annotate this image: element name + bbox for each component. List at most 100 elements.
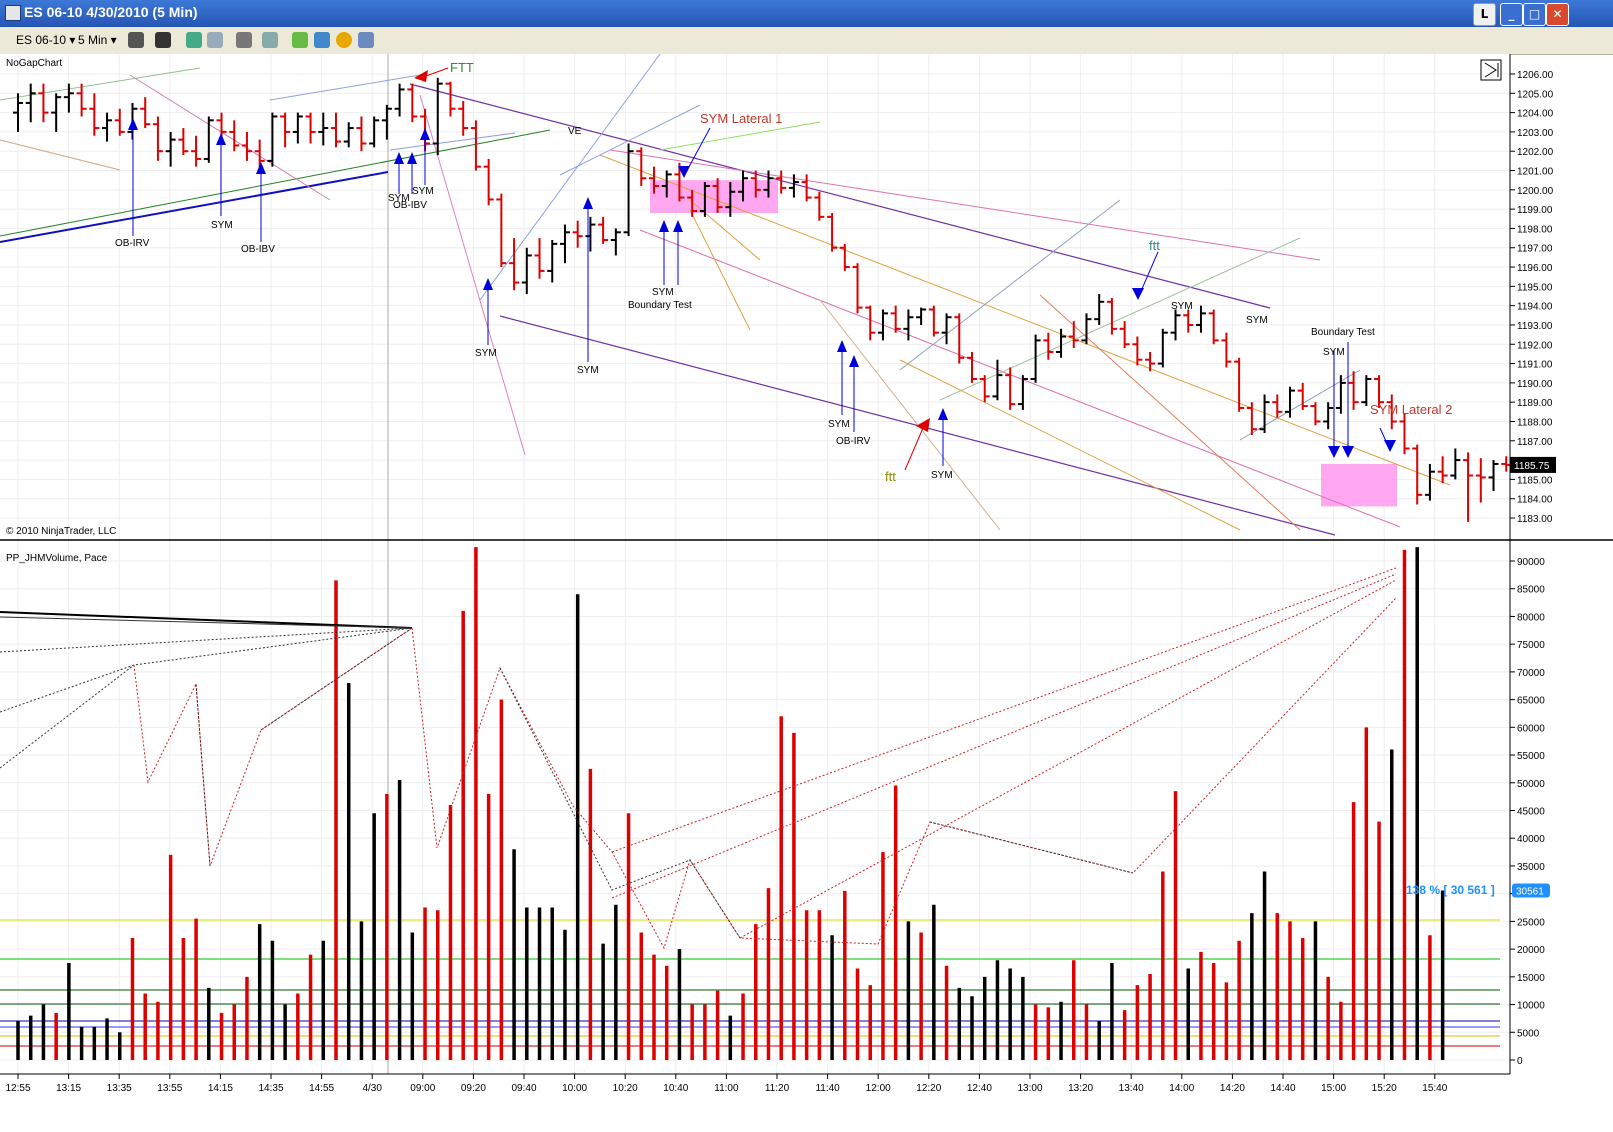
trendline	[639, 229, 1401, 528]
trendline	[479, 54, 661, 301]
time-tick-label: 11:00	[714, 1083, 739, 1094]
annotation-label: SYM	[211, 220, 233, 231]
bar-type-icon[interactable]	[128, 32, 144, 48]
price-bar	[1106, 297, 1117, 335]
pace-line	[0, 627, 413, 653]
price-bar	[687, 189, 698, 217]
price-bar	[470, 120, 481, 171]
price-bar	[1450, 448, 1461, 480]
price-bar	[1246, 402, 1257, 435]
annotation-label: SYM	[652, 287, 674, 298]
price-bar	[1424, 463, 1435, 501]
instrument-selector[interactable]: ES 06-10 ▾	[16, 33, 76, 47]
price-bar	[1399, 413, 1410, 455]
price-bar	[547, 240, 558, 283]
up-arrow-icon	[256, 162, 266, 174]
price-tick-label: 1191.00	[1517, 360, 1553, 371]
maximize-button[interactable]: □	[1523, 3, 1546, 26]
annotation-label: VE	[568, 126, 582, 137]
window-titlebar: ES 06-10 4/30/2010 (5 Min) L _ □ ✕	[0, 0, 1613, 27]
price-bar	[292, 112, 303, 144]
annotation-stem	[425, 67, 449, 77]
volume-tick-label: 25000	[1517, 917, 1545, 928]
price-bar	[1119, 321, 1130, 349]
price-bar	[903, 309, 914, 341]
link-button[interactable]: L	[1473, 3, 1496, 26]
volume-panel-title: PP_JHMVolume, Pace	[6, 553, 108, 564]
price-bar	[38, 83, 49, 123]
price-bar	[1412, 444, 1423, 505]
price-bar	[623, 143, 634, 237]
price-bar	[203, 116, 214, 163]
time-tick-label: 14:55	[309, 1083, 334, 1094]
time-tick-label: 13:35	[107, 1083, 132, 1094]
price-bar	[954, 313, 965, 364]
price-bar	[394, 83, 405, 117]
time-tick-label: 14:20	[1220, 1083, 1245, 1094]
trendline	[389, 132, 516, 151]
price-bar	[1068, 321, 1079, 349]
price-bar	[839, 243, 850, 271]
volume-tick-label: 55000	[1517, 751, 1545, 762]
interval-selector[interactable]: 5 Min ▾	[78, 33, 117, 47]
price-bar	[827, 212, 838, 252]
zoom-out-icon[interactable]	[207, 32, 223, 48]
orders-icon[interactable]	[336, 32, 352, 48]
pace-line	[0, 616, 413, 629]
indicators-icon[interactable]	[314, 32, 330, 48]
strategies-icon[interactable]	[292, 32, 308, 48]
drawing-tool-icon[interactable]	[155, 32, 171, 48]
instrument-label: ES 06-10	[16, 33, 67, 47]
time-tick-label: 10:40	[663, 1083, 688, 1094]
price-bar	[1310, 402, 1321, 426]
annotation-label: SYM Lateral 1	[700, 111, 782, 126]
volume-tick-label: 50000	[1517, 779, 1545, 790]
volume-tick-label: 45000	[1517, 807, 1545, 818]
price-bar	[1017, 375, 1028, 410]
price-bar	[1195, 305, 1206, 333]
trendline	[0, 171, 389, 243]
time-tick-label: 09:40	[511, 1083, 536, 1094]
price-bar	[241, 131, 252, 161]
trendline	[609, 149, 1321, 261]
price-bar	[1221, 332, 1232, 368]
price-bar	[572, 220, 583, 248]
price-bar	[369, 116, 380, 148]
annotation-label: SYM	[388, 193, 410, 204]
time-tick-label: 13:40	[1119, 1083, 1144, 1094]
price-bar	[1475, 458, 1486, 503]
price-bar	[1297, 382, 1308, 410]
price-bar	[267, 112, 278, 167]
trendline	[599, 154, 1451, 486]
down-arrow-icon	[1132, 288, 1144, 300]
trendline	[0, 129, 551, 237]
scroll-to-end-icon[interactable]	[1480, 59, 1502, 81]
minimize-button[interactable]: _	[1500, 3, 1523, 26]
price-bar	[725, 182, 736, 217]
price-bar	[89, 93, 100, 136]
close-button[interactable]: ✕	[1546, 3, 1569, 26]
cursor-icon[interactable]	[236, 32, 252, 48]
properties-icon[interactable]	[358, 32, 374, 48]
price-bar	[343, 122, 354, 148]
annotation-label: OB-IRV	[836, 436, 871, 447]
price-bar	[356, 116, 367, 152]
up-arrow-icon	[128, 118, 138, 130]
price-bar	[1361, 375, 1372, 407]
price-bar	[318, 112, 329, 146]
price-bar	[979, 375, 990, 403]
price-bar	[992, 359, 1003, 401]
price-bar	[1170, 309, 1181, 341]
price-bar	[229, 120, 240, 152]
annotation-label: ftt	[1149, 238, 1160, 253]
data-box-icon[interactable]	[262, 32, 278, 48]
zoom-in-icon[interactable]	[186, 32, 202, 48]
price-tick-label: 1195.00	[1517, 282, 1553, 293]
price-bar	[483, 158, 494, 206]
price-tick-label: 1204.00	[1517, 109, 1554, 120]
ftt-arrow-icon	[414, 70, 428, 82]
price-bar	[1132, 336, 1143, 366]
price-bar	[559, 224, 570, 264]
price-bar	[814, 191, 825, 221]
